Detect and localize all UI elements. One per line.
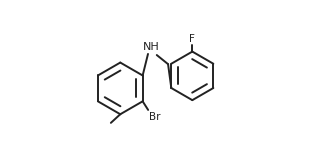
- Text: Br: Br: [149, 112, 160, 122]
- Text: F: F: [189, 34, 195, 44]
- Text: NH: NH: [143, 42, 160, 52]
